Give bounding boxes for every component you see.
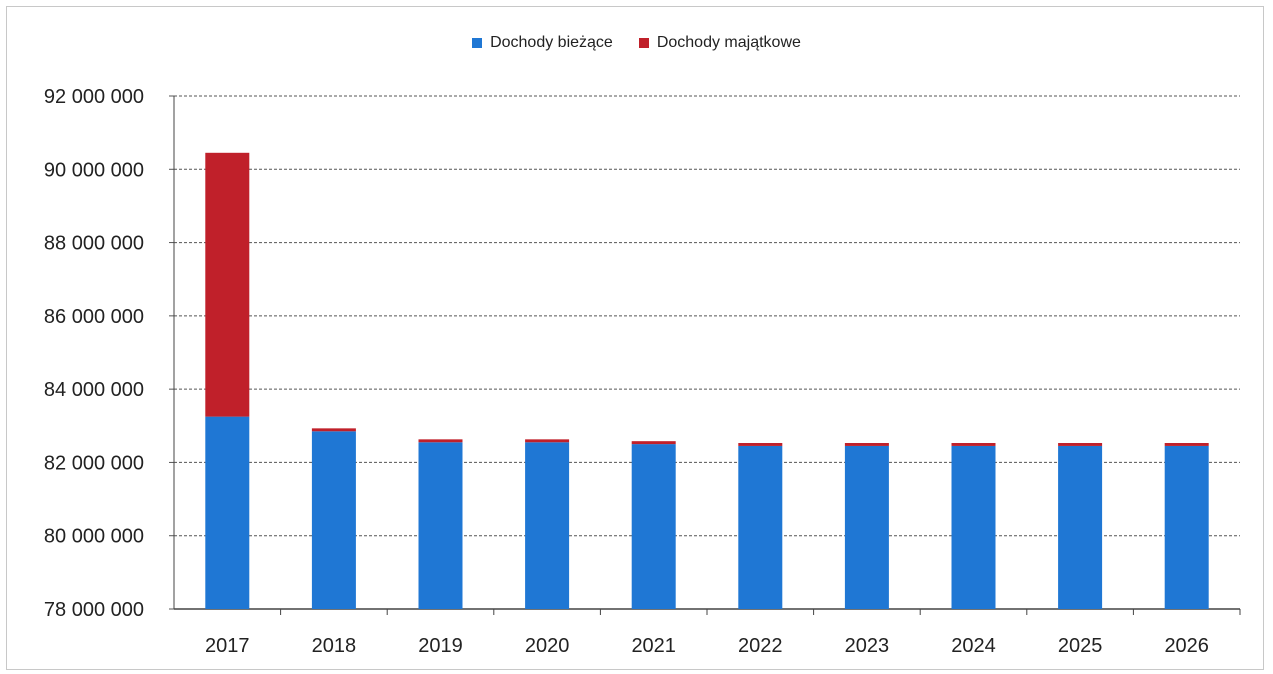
legend-label-current-income: Dochody bieżące [490, 34, 613, 51]
x-tick-label: 2018 [312, 635, 357, 657]
x-tick-label: 2020 [525, 635, 570, 657]
bar-current-income [525, 442, 570, 609]
bar-property-income [951, 443, 996, 446]
bar-property-income [631, 441, 676, 445]
y-tick-label: 84 000 000 [44, 379, 144, 401]
x-tick-label: 2023 [845, 635, 890, 657]
bar-current-income [205, 416, 250, 609]
x-tick-label: 2017 [205, 635, 250, 657]
legend-item-current-income: Dochody bieżące [472, 34, 613, 52]
bar-current-income [1164, 445, 1209, 609]
bar-property-income [738, 443, 783, 446]
bar-current-income [844, 445, 889, 609]
x-tick-label: 2024 [951, 635, 996, 657]
bar-current-income [1058, 445, 1103, 609]
bar-current-income [951, 445, 996, 609]
y-tick-label: 88 000 000 [44, 233, 144, 255]
bar-property-income [1058, 443, 1103, 446]
bar-current-income [418, 442, 463, 609]
bar-property-income [311, 428, 356, 432]
y-tick-label: 82 000 000 [44, 452, 144, 474]
y-tick-label: 92 000 000 [44, 86, 144, 108]
x-tick-label: 2019 [418, 635, 463, 657]
legend-label-property-income: Dochody majątkowe [656, 34, 801, 51]
x-tick-label: 2022 [738, 635, 783, 657]
bar-property-income [525, 439, 570, 443]
bar-property-income [844, 443, 889, 446]
legend-item-property-income: Dochody majątkowe [638, 34, 801, 52]
bar-property-income [418, 439, 463, 443]
x-tick-label: 2025 [1058, 635, 1103, 657]
legend-swatch-property-income [638, 38, 649, 48]
chart-legend: Dochody bieżące Dochody majątkowe [0, 34, 1273, 52]
bar-current-income [311, 431, 356, 609]
y-tick-label: 90 000 000 [44, 159, 144, 181]
y-tick-label: 86 000 000 [44, 306, 144, 328]
y-tick-label: 78 000 000 [44, 599, 144, 621]
bar-property-income [1164, 443, 1209, 446]
bar-property-income [205, 152, 250, 417]
y-tick-label: 80 000 000 [44, 526, 144, 548]
x-tick-label: 2026 [1164, 635, 1209, 657]
bar-current-income [738, 445, 783, 609]
bar-current-income [631, 444, 676, 609]
x-tick-label: 2021 [631, 635, 676, 657]
legend-swatch-current-income [472, 38, 483, 48]
